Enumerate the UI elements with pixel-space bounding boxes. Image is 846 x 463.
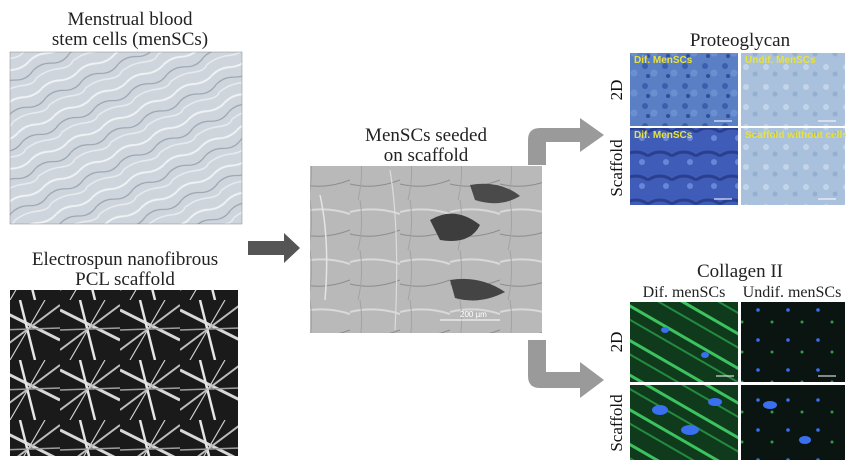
pg-tag-no-cells: Scaffold without cells bbox=[745, 130, 846, 141]
seeded-title-line1: MenSCs seeded bbox=[365, 125, 487, 146]
col-2d-dif bbox=[630, 302, 738, 382]
scaffold-title: Electrospun nanofibrous PCL scaffold bbox=[0, 250, 250, 290]
pcl-scaffold-sem bbox=[10, 290, 238, 456]
collagen-col-dif: Dif. menSCs bbox=[642, 284, 726, 301]
col-2d-undif bbox=[741, 302, 845, 382]
seeded-title-line2: on scaffold bbox=[383, 145, 469, 166]
sem-scale-label: 200 µm bbox=[460, 310, 487, 319]
collagen-col-undif: Undif. menSCs bbox=[742, 284, 842, 301]
pg-row-scaffold: Scaffold bbox=[607, 139, 626, 197]
pg-tag-undif-2d: Undif. MenSCs bbox=[745, 55, 816, 66]
col-row-2d: 2D bbox=[607, 331, 626, 353]
pg-2d-dif bbox=[630, 53, 738, 126]
arrow-to-proteoglycan bbox=[528, 118, 604, 165]
scaffold-title-line1: Electrospun nanofibrous bbox=[31, 249, 219, 270]
collagen-title: Collagen II bbox=[696, 261, 783, 282]
cells-title-line2: stem cells (menSCs) bbox=[51, 29, 209, 50]
pg-tag-dif-2d: Dif. MenSCs bbox=[634, 55, 693, 66]
arrow-to-collagen bbox=[528, 340, 604, 398]
scaffold-title-line2: PCL scaffold bbox=[75, 269, 175, 290]
pg-scaffold-no-cells bbox=[741, 128, 845, 205]
pg-2d-undif bbox=[741, 53, 845, 126]
cells-title-line1: Menstrual blood bbox=[67, 9, 193, 30]
col-scaffold-dif bbox=[630, 385, 738, 460]
pg-scaffold-dif bbox=[630, 128, 738, 205]
pg-row-2d: 2D bbox=[607, 79, 626, 101]
seeded-title: MenSCs seeded on scaffold bbox=[326, 126, 526, 166]
pg-tag-dif-scaffold: Dif. MenSCs bbox=[634, 130, 693, 141]
proteoglycan-title: Proteoglycan bbox=[689, 30, 791, 51]
cells-title: Menstrual blood stem cells (menSCs) bbox=[10, 10, 250, 50]
arrow-to-seeded bbox=[248, 233, 300, 263]
col-row-scaffold: Scaffold bbox=[607, 394, 626, 452]
col-scaffold-undif bbox=[741, 385, 845, 460]
menscs-micrograph bbox=[9, 51, 243, 225]
